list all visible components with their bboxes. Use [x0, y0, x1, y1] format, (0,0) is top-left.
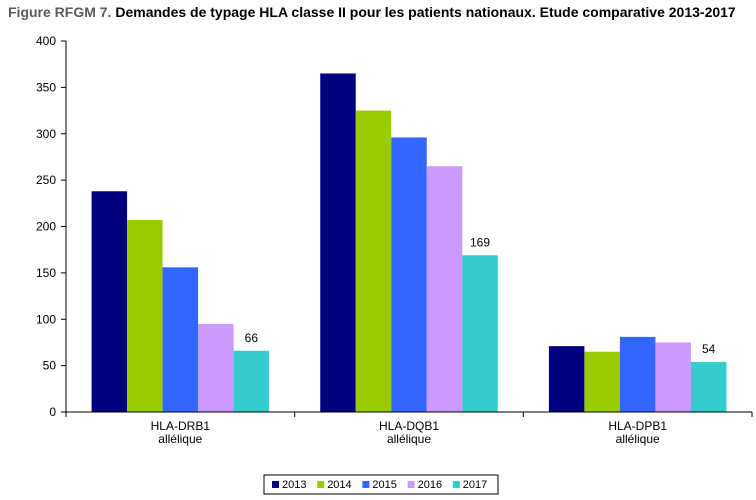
legend: 2013 2014 2015 2016 2017	[263, 474, 499, 495]
y-tick-label: 100	[36, 312, 56, 326]
data-label: 66	[245, 331, 259, 345]
bar-2014-1	[355, 110, 392, 412]
bar-2015-1	[391, 137, 427, 412]
legend-label-2014: 2014	[327, 479, 351, 491]
legend-label-2015: 2015	[372, 479, 396, 491]
bar-2014-0	[127, 220, 163, 412]
y-axis: 0 50 100 150 200 250 300 350 400	[36, 34, 66, 419]
y-tick-label: 400	[36, 34, 56, 48]
y-tick-label: 0	[49, 405, 56, 419]
chart-title-prefix: Figure RFGM 7.	[8, 4, 112, 20]
chart-title: Figure RFGM 7. Demandes de typage HLA cl…	[8, 4, 736, 20]
y-tick-label: 50	[43, 359, 57, 373]
y-tick-label: 250	[36, 173, 56, 187]
bars	[91, 73, 727, 413]
legend-label-2016: 2016	[418, 479, 442, 491]
legend-swatch-2017	[452, 481, 460, 488]
legend-swatch-2015	[362, 481, 370, 488]
x-tick-label: HLA-DRB1 allélique	[151, 419, 211, 446]
bar-2016-0	[198, 323, 234, 412]
data-label: 169	[470, 235, 490, 249]
bar-2017-0	[233, 350, 270, 412]
axes	[65, 41, 753, 417]
y-tick-label: 150	[36, 266, 56, 280]
bar-2015-2	[619, 336, 656, 412]
legend-swatch-2013	[272, 481, 279, 488]
legend-label-2017: 2017	[463, 479, 487, 491]
legend-box	[263, 474, 499, 495]
y-tick-label: 350	[36, 80, 56, 94]
bar-2013-1	[320, 73, 356, 413]
x-axis-labels: HLA-DRB1 allélique HLA-DQB1 allélique HLA-DP…	[151, 419, 668, 446]
bar-2017-1	[462, 255, 498, 412]
legend-swatch-2014	[317, 481, 325, 488]
bar-2016-1	[426, 166, 463, 412]
bar-2016-2	[655, 342, 691, 412]
bar-2017-2	[690, 361, 727, 412]
data-labels: 66 169 54	[245, 235, 716, 356]
chart-title-main: Demandes de typage HLA classe II pour le…	[115, 4, 736, 20]
bar-2015-0	[162, 267, 199, 412]
x-tick-label: HLA-DQB1 allélique	[379, 419, 439, 446]
x-tick-label: HLA-DPB1 allélique	[608, 419, 667, 446]
legend-swatch-2016	[407, 481, 415, 488]
bar-2014-2	[584, 351, 620, 412]
legend-label-2013: 2013	[282, 479, 306, 491]
y-tick-label: 200	[36, 220, 56, 234]
bar-2013-2	[548, 346, 585, 412]
bar-2013-0	[91, 191, 128, 412]
y-tick-label: 300	[36, 127, 56, 141]
data-label: 54	[702, 342, 716, 356]
